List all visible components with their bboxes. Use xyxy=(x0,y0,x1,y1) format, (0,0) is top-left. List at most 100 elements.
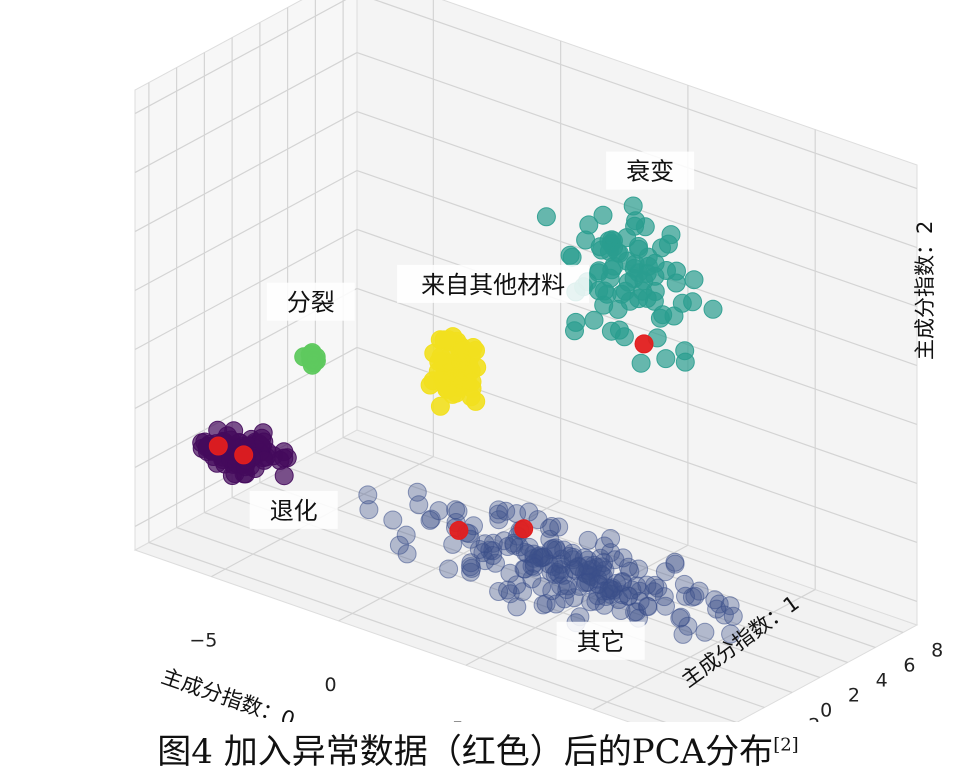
data-point xyxy=(439,559,459,579)
data-point xyxy=(542,581,562,601)
data-point xyxy=(557,580,577,599)
data-point xyxy=(383,510,403,530)
data-point xyxy=(576,572,596,592)
data-point xyxy=(524,557,544,577)
cluster-label: 退化 xyxy=(270,497,318,525)
grid-lines xyxy=(134,0,918,722)
cluster-label-background xyxy=(397,264,590,303)
x-tick-label: −5 xyxy=(189,630,217,652)
data-point xyxy=(208,436,228,456)
grid-line-z-back xyxy=(356,228,918,426)
figure-caption: 图4 加入异常数据（红色）后的PCA分布[2] xyxy=(0,724,956,773)
data-point xyxy=(618,557,638,577)
data-point xyxy=(559,546,579,566)
grid-line-x-floor xyxy=(465,544,689,666)
data-point xyxy=(396,525,416,545)
data-point xyxy=(622,580,642,600)
data-point xyxy=(597,284,617,304)
grid-line-z-back xyxy=(356,287,918,485)
data-point xyxy=(507,597,527,617)
data-point xyxy=(644,582,664,602)
data-point xyxy=(604,256,624,276)
data-point xyxy=(673,624,693,644)
data-point xyxy=(513,582,533,602)
data-point xyxy=(635,217,655,237)
cluster-label-background xyxy=(249,490,338,529)
data-point xyxy=(451,351,471,371)
data-point xyxy=(656,349,676,369)
data-point xyxy=(612,585,632,605)
y-tick-label: 6 xyxy=(903,655,915,677)
cluster-label: 来自其他材料 xyxy=(421,271,565,299)
data-point xyxy=(434,352,454,372)
data-point xyxy=(650,308,670,328)
grid-line-z-left xyxy=(134,52,358,174)
data-point xyxy=(455,371,475,390)
data-point xyxy=(601,529,621,548)
data-point xyxy=(488,504,508,524)
grid-line-y-floor xyxy=(259,481,821,679)
data-point xyxy=(302,343,322,363)
grid-line-z-left xyxy=(134,228,358,351)
data-point xyxy=(578,530,598,550)
data-point xyxy=(638,597,658,617)
data-point xyxy=(407,482,427,502)
data-point xyxy=(656,596,675,616)
data-point xyxy=(721,624,741,644)
data-point xyxy=(536,207,556,227)
caption-text: 图4 加入异常数据（红色）后的PCA分布 xyxy=(157,732,774,772)
grid-line-y-floor xyxy=(231,496,793,694)
data-point xyxy=(420,510,440,530)
data-point xyxy=(483,546,503,565)
data-point xyxy=(500,563,520,583)
data-point xyxy=(274,466,294,486)
data-point xyxy=(358,485,378,505)
data-point xyxy=(588,586,608,606)
cluster-label: 衰变 xyxy=(626,158,674,186)
cluster-label-background xyxy=(606,151,695,190)
y-tick-label: 8 xyxy=(931,640,943,662)
data-point xyxy=(475,534,495,554)
y-tick-label: −2 xyxy=(792,715,820,723)
back-wall-pane xyxy=(356,0,918,626)
grid-line-y-floor xyxy=(342,436,904,634)
x-axis-label: 主成分指数：0 xyxy=(158,664,298,722)
data-point xyxy=(667,261,686,281)
data-point xyxy=(449,520,469,540)
data-point xyxy=(675,341,695,361)
data-point xyxy=(446,500,466,520)
data-point xyxy=(627,602,646,622)
data-point xyxy=(533,595,553,615)
data-point xyxy=(638,247,658,267)
y-tick-label: 0 xyxy=(820,700,832,722)
data-point xyxy=(637,263,657,283)
data-point xyxy=(566,312,586,332)
data-point xyxy=(661,225,681,245)
data-point xyxy=(671,607,691,627)
grid-line-y-floor xyxy=(148,541,667,722)
cluster-label: 其它 xyxy=(577,628,625,656)
tick-labels: −50510−6−4−202468−5051015202530 xyxy=(189,630,943,723)
data-point xyxy=(670,608,690,628)
cluster-label: 分裂 xyxy=(287,289,335,317)
data-point xyxy=(599,578,619,598)
data-point xyxy=(576,230,596,250)
grid-line-z-back xyxy=(356,405,918,602)
data-point xyxy=(720,596,740,616)
data-point xyxy=(234,445,254,465)
data-point xyxy=(496,501,516,521)
axis-panes xyxy=(133,0,919,722)
data-point xyxy=(695,622,715,642)
data-point xyxy=(619,586,639,606)
grid-line-y-floor xyxy=(315,451,876,649)
grid-line-z-left xyxy=(134,169,358,292)
grid-line-x-floor xyxy=(592,589,816,711)
data-point xyxy=(430,396,450,416)
cluster-label-background xyxy=(556,621,645,660)
data-point xyxy=(552,549,572,569)
data-point xyxy=(522,569,542,589)
data-point xyxy=(254,432,274,452)
grid-line-z-back xyxy=(373,0,918,190)
data-point xyxy=(593,205,613,225)
